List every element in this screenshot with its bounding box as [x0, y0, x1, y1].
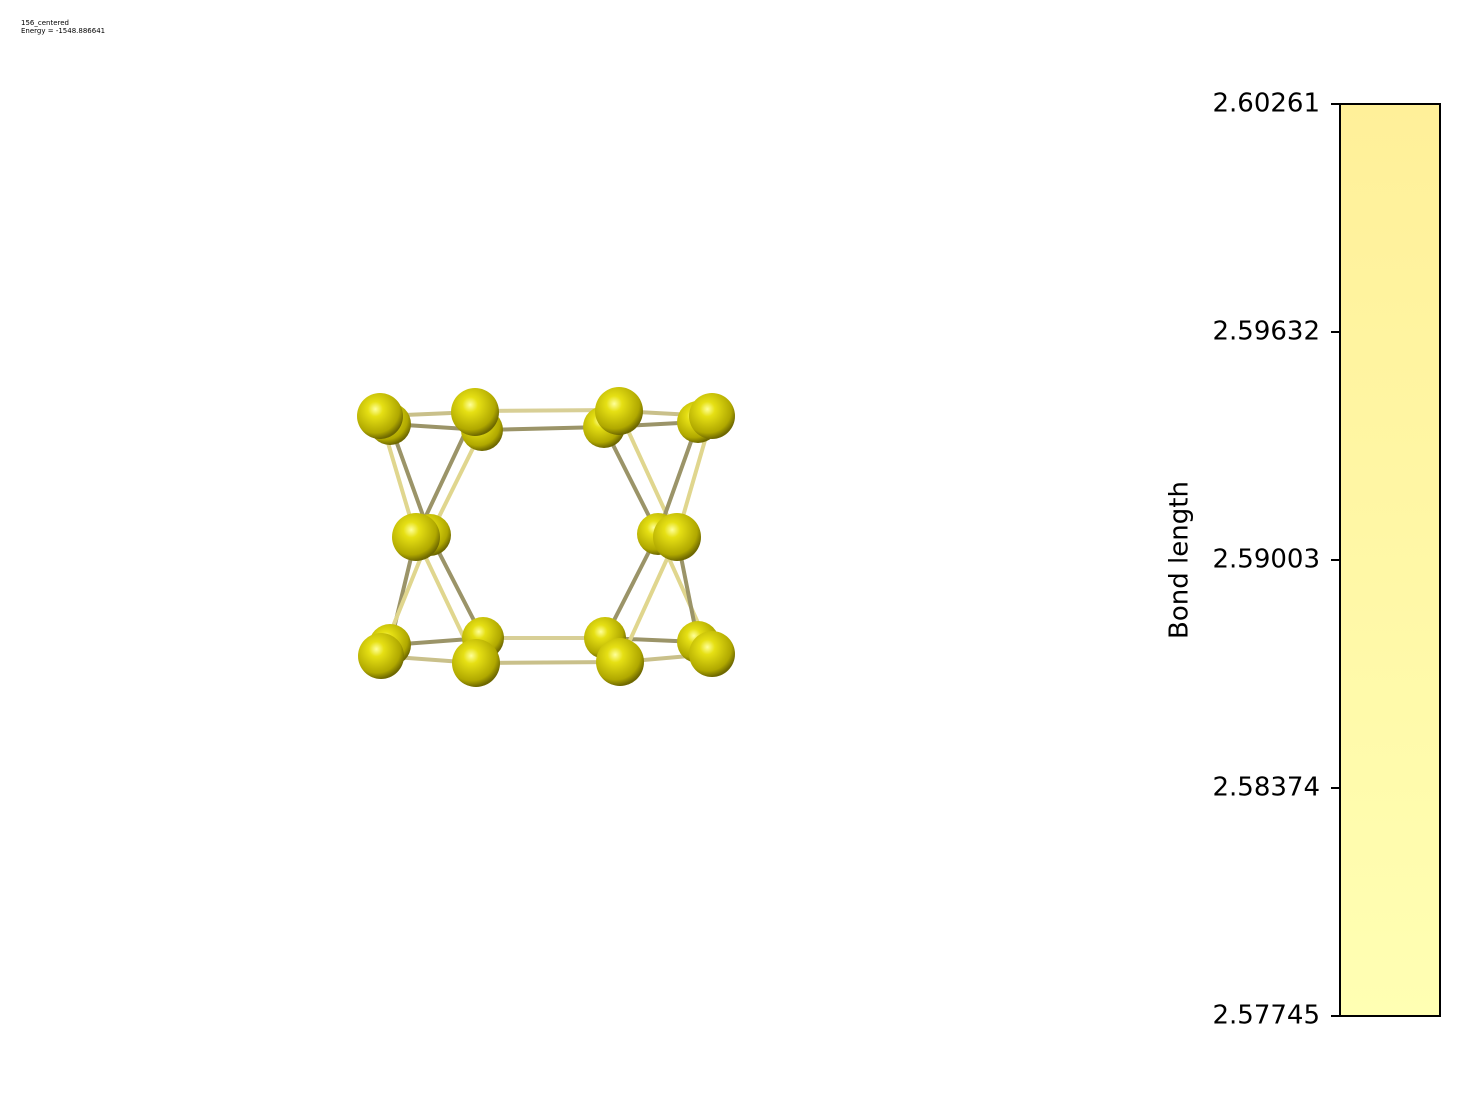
molecule [357, 387, 735, 687]
tick-label: 2.59632 [1212, 317, 1320, 347]
colorbar: Bond length 2.57745 2.58374 2.59003 2.59632… [1165, 89, 1441, 1031]
tick-label: 2.57745 [1212, 1001, 1320, 1031]
tick-label: 2.60261 [1212, 89, 1320, 119]
colorbar-label: Bond length [1165, 481, 1195, 639]
atoms [357, 387, 735, 687]
energy: Energy = -1548.886641 [21, 27, 105, 35]
tick-label: 2.58374 [1212, 773, 1320, 803]
colorbar-body [1339, 103, 1441, 1017]
tick-label: 2.59003 [1212, 545, 1320, 575]
title: 156_centered [21, 19, 69, 27]
